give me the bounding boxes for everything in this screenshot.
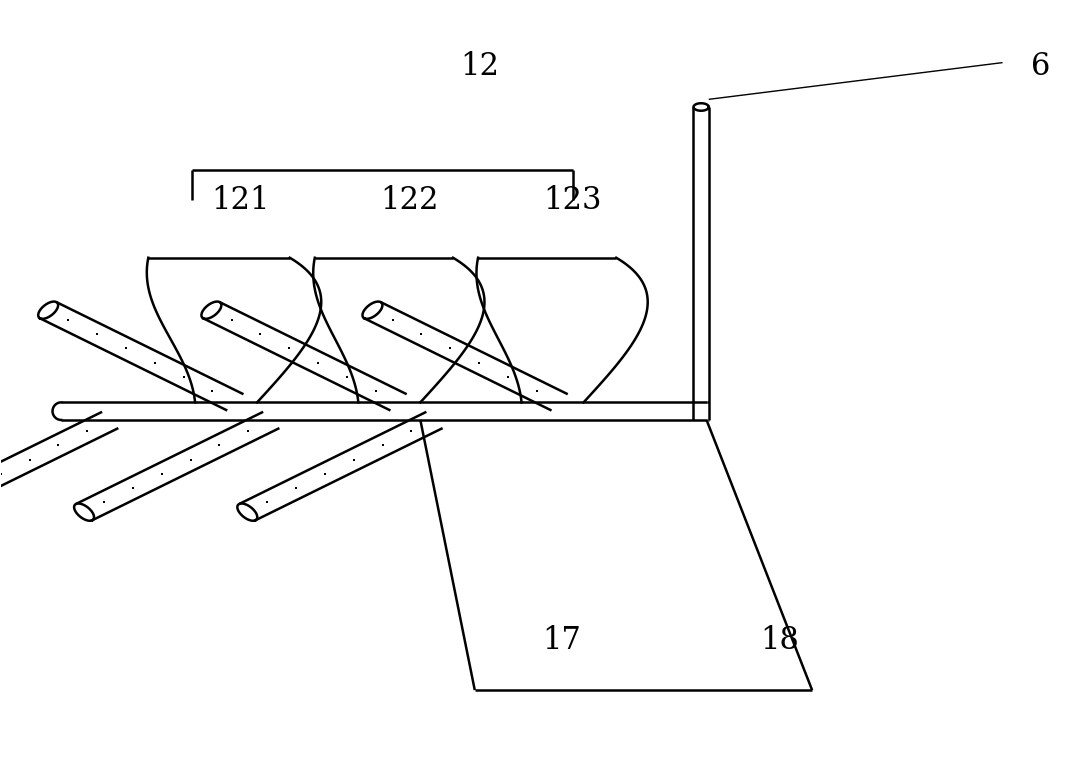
Text: 12: 12 [460,51,500,82]
Text: 122: 122 [381,185,439,216]
Text: 121: 121 [212,185,271,216]
Text: 17: 17 [542,625,582,656]
Text: 18: 18 [760,625,799,656]
Text: 6: 6 [1031,51,1051,82]
Text: 123: 123 [543,185,602,216]
